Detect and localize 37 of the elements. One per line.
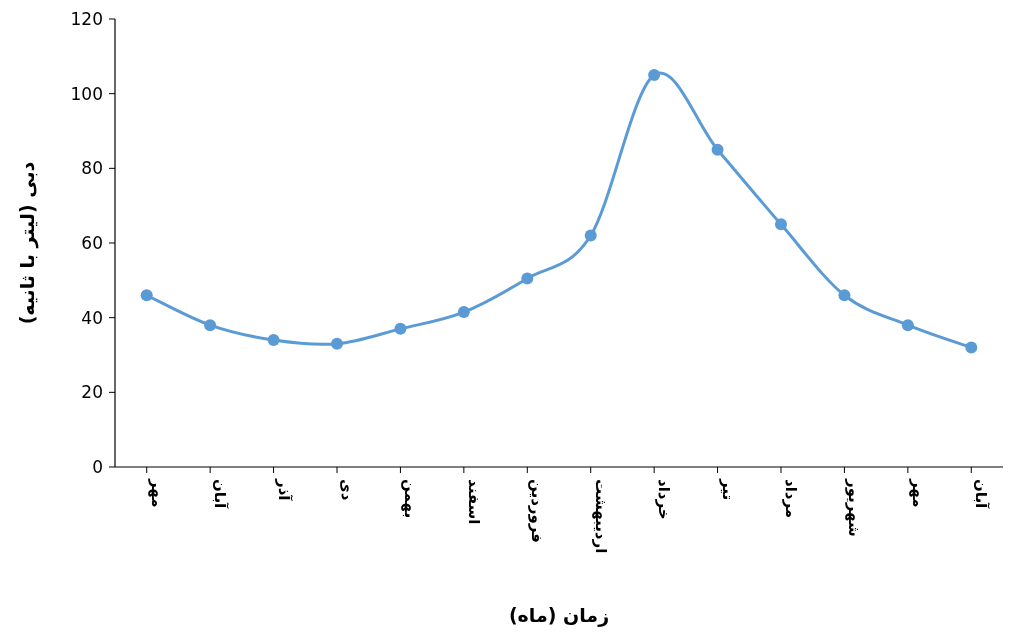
point bbox=[775, 218, 787, 231]
point bbox=[457, 306, 470, 319]
x-tick-label: بهمن bbox=[401, 479, 420, 519]
point bbox=[267, 334, 280, 347]
y-tick-label: 60 bbox=[81, 233, 103, 253]
y-tick-label: 20 bbox=[81, 382, 103, 403]
point bbox=[584, 229, 597, 242]
point bbox=[331, 337, 343, 350]
x-tick-label: اردیبهشت bbox=[591, 479, 610, 554]
point bbox=[838, 289, 851, 302]
point bbox=[648, 69, 661, 81]
y-tick-label: 100 bbox=[70, 83, 103, 104]
point bbox=[140, 289, 153, 302]
point bbox=[204, 319, 217, 332]
x-axis-title: زمان (ماه) bbox=[508, 604, 610, 627]
x-tick-label: مهر bbox=[147, 478, 166, 508]
x-tick-label: شهریور bbox=[845, 478, 864, 537]
x-tick-label: مهر bbox=[908, 478, 927, 508]
y-tick-label: 80 bbox=[81, 158, 103, 179]
y-tick-label: 0 bbox=[92, 457, 103, 477]
x-tick-label: آبان bbox=[972, 479, 991, 510]
point bbox=[901, 319, 914, 332]
point bbox=[711, 143, 724, 156]
y-axis-title: دبی (لیتر با ثانیه) bbox=[16, 161, 39, 325]
point bbox=[521, 272, 534, 285]
x-tick-label: اسفند bbox=[464, 479, 483, 525]
x-tick-label: دی bbox=[338, 479, 356, 501]
x-tick-label: مرداد bbox=[782, 479, 800, 519]
x-tick-label: آذر bbox=[274, 478, 293, 502]
x-tick-label: فروردین bbox=[528, 479, 547, 543]
x-tick-label: خرداد bbox=[655, 479, 674, 520]
point bbox=[394, 322, 407, 335]
y-tick-label: 120 bbox=[70, 9, 103, 29]
y-tick-label: 40 bbox=[81, 307, 103, 328]
point bbox=[965, 341, 978, 354]
x-tick-label: آبان bbox=[211, 479, 230, 510]
x-tick-label: تیر bbox=[718, 478, 737, 501]
